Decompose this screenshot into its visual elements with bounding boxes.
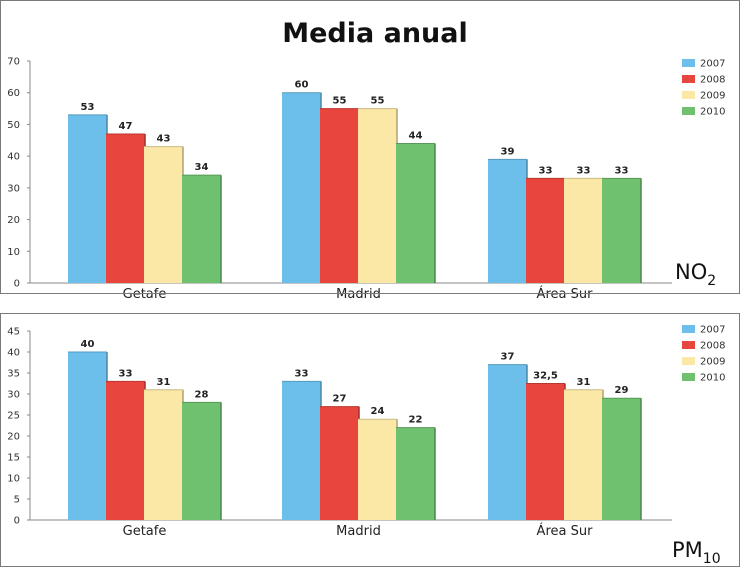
legend-label-2010: 2010 [700,107,725,118]
legend-label-2009: 2009 [700,91,725,102]
data-label: 47 [119,121,133,132]
data-label: 24 [371,406,385,417]
legend-label-2008: 2008 [700,341,725,352]
data-label: 33 [119,368,133,379]
y-tick-label: 45 [7,327,20,338]
legend-label-2008: 2008 [700,75,725,86]
bar-2010-2 [396,427,435,520]
bar-2009-3 [564,389,603,520]
bar-2007-1 [68,114,107,284]
data-label: 53 [81,102,95,113]
y-tick-label: 70 [7,57,20,68]
category-label: Getafe [123,287,167,302]
bar-2010-1 [182,402,221,520]
legend-swatch-2007 [682,59,695,67]
no2-chart: 0 10 20 30 40 50 60 70 53 47 43 34 Getafe 60 55 55 44 Mad… [7,57,725,303]
y-tick-label: 25 [7,411,20,422]
y-tick-label: 20 [7,215,20,226]
data-label: 40 [81,339,95,350]
no2-panel [0,0,740,294]
data-label: 44 [409,130,423,141]
y-tick-label: 15 [7,453,20,464]
data-label: 34 [195,162,209,173]
data-label: 33 [615,165,629,176]
chart-title: Media anual [282,18,468,49]
data-label: 37 [501,352,515,363]
bar-2009-2 [358,108,397,283]
pm10-chart: 0 5 10 15 20 25 30 35 40 45 40 33 31 28 Getafe 33 27 24 22… [7,325,725,568]
legend-label-2009: 2009 [700,357,725,368]
legend-swatch-2008 [682,75,695,83]
y-tick-label: 20 [7,432,20,443]
category-label: Getafe [123,524,167,539]
y-tick-label: 10 [7,247,20,258]
data-label: 33 [577,165,591,176]
legend-swatch-2008 [682,341,695,349]
bar-2009-3 [564,178,603,283]
y-tick-label: 60 [7,88,20,99]
legend-swatch-2010 [682,107,695,115]
data-label: 22 [409,415,423,426]
y-tick-label: 35 [7,369,20,380]
y-tick-label: 0 [14,279,20,290]
y-tick-label: 10 [7,474,20,485]
data-label: 33 [539,165,553,176]
category-label: Madrid [336,524,381,539]
bar-2010-2 [396,143,435,283]
legend-swatch-2010 [682,373,695,381]
pollutant-label: PM10 [672,538,721,567]
legend-label-2007: 2007 [700,325,725,336]
category-label: Área Sur [537,286,594,302]
y-tick-label: 5 [14,495,20,506]
bar-2009-1 [144,389,183,520]
data-label: 27 [333,394,347,405]
data-label: 29 [615,385,629,396]
data-label: 31 [157,377,171,388]
bar-2009-1 [144,146,183,283]
data-label: 55 [371,96,385,107]
data-label: 55 [333,96,347,107]
legend-label-2007: 2007 [700,59,725,70]
legend-swatch-2009 [682,91,695,99]
data-label: 28 [195,389,209,400]
y-tick-label: 30 [7,390,20,401]
legend-label-2010: 2010 [700,373,725,384]
y-tick-label: 40 [7,152,20,163]
bar-2008-1 [106,133,145,283]
y-tick-label: 50 [7,120,20,131]
bar-2010-3 [602,398,641,520]
data-label: 31 [577,377,591,388]
bar-2007-1 [68,352,107,520]
bar-2007-3 [488,159,527,283]
pm10-panel [0,313,740,567]
data-label: 60 [295,80,309,91]
bar-2008-3 [526,383,565,520]
bar-2007-2 [282,381,321,520]
bar-2007-2 [282,92,321,283]
bar-2008-3 [526,178,565,283]
pollutant-label: NO2 [675,260,716,289]
data-label: 43 [157,134,171,145]
bar-2010-1 [182,175,221,283]
y-tick-label: 30 [7,183,20,194]
legend-swatch-2009 [682,357,695,365]
category-label: Madrid [336,287,381,302]
legend-swatch-2007 [682,325,695,333]
data-label: 39 [501,146,515,157]
bar-2009-2 [358,419,397,520]
data-label: 33 [295,368,309,379]
data-label: 32,5 [533,371,558,382]
category-label: Área Sur [537,523,594,539]
bar-2010-3 [602,178,641,283]
bar-2008-2 [320,406,359,520]
y-tick-label: 0 [14,516,20,527]
bar-2008-1 [106,381,145,520]
y-tick-label: 40 [7,348,20,359]
bar-2008-2 [320,108,359,283]
bar-2007-3 [488,364,527,520]
